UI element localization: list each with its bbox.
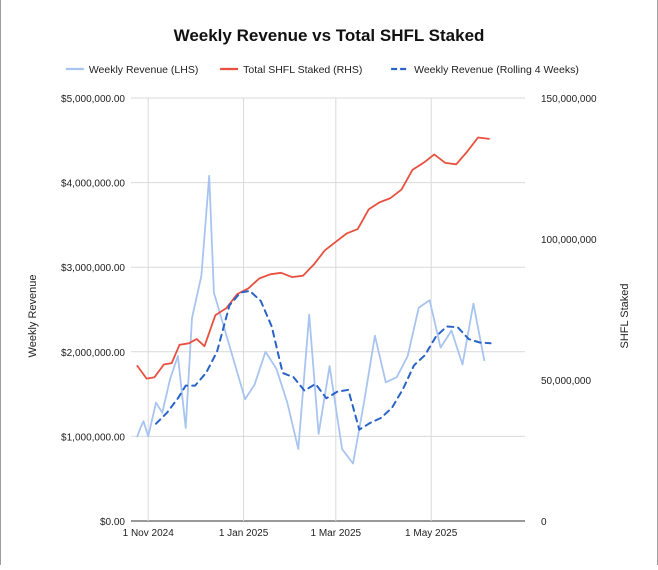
x-tick-label: 1 May 2025 <box>405 528 458 539</box>
legend-label: Weekly Revenue (Rolling 4 Weeks) <box>414 64 579 76</box>
y2-axis-title: SHFL Staked <box>619 283 631 348</box>
left-border <box>0 0 1 565</box>
y-tick-label: $5,000,000.00 <box>61 94 125 105</box>
x-tick-label: 1 Jan 2025 <box>219 528 269 539</box>
series-line-2 <box>136 136 490 380</box>
y2-tick-label: 50,000,000 <box>541 376 591 387</box>
series-line-1 <box>136 174 486 465</box>
chart-title: Weekly Revenue vs Total SHFL Staked <box>174 26 485 45</box>
grid-layer <box>131 97 525 522</box>
y-tick-label: $4,000,000.00 <box>61 179 125 190</box>
legend-label: Total SHFL Staked (RHS) <box>243 64 362 76</box>
y-tick-label: $1,000,000.00 <box>61 432 125 443</box>
y2-tick-label: 150,000,000 <box>541 94 597 105</box>
y-axis-title: Weekly Revenue <box>27 275 39 358</box>
series-line-3 <box>155 289 492 431</box>
x-tick-label: 1 Mar 2025 <box>311 528 362 539</box>
y2-tick-label: 0 <box>541 517 547 528</box>
legend: Weekly Revenue (LHS) Total SHFL Staked (R… <box>65 64 579 76</box>
x-tick-label: 1 Nov 2024 <box>123 528 175 539</box>
y-tick-label: $0.00 <box>100 517 125 528</box>
legend-label: Weekly Revenue (LHS) <box>89 64 199 76</box>
series-layer <box>136 136 492 465</box>
y-tick-label: $2,000,000.00 <box>61 348 125 359</box>
axis-layer: Weekly Revenue vs Total SHFL Staked Week… <box>27 26 631 539</box>
y-tick-label: $3,000,000.00 <box>61 263 125 274</box>
y2-tick-label: 100,000,000 <box>541 235 597 246</box>
